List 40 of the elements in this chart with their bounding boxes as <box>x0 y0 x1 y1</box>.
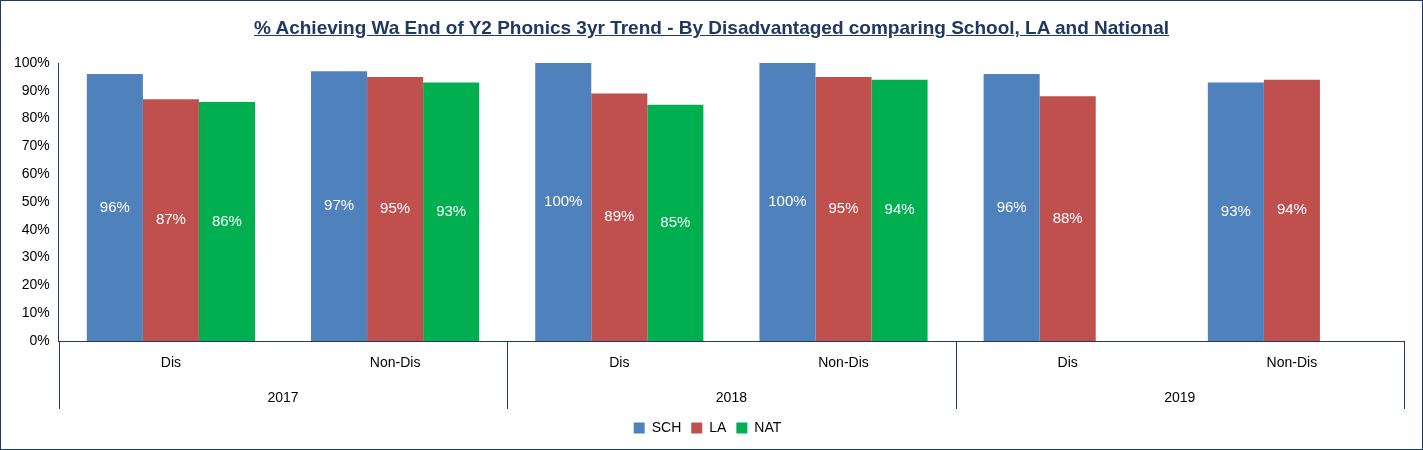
data-label: 88% <box>1052 208 1083 226</box>
y-tick-label: 90% <box>21 81 50 98</box>
data-label: 100% <box>544 192 583 210</box>
y-tick-label: 30% <box>21 248 50 265</box>
legend-label: LA <box>709 418 728 435</box>
x-tick-label: Dis <box>609 354 630 371</box>
y-tick-label: 40% <box>21 220 50 237</box>
data-label: 96% <box>99 197 130 215</box>
y-tick-label: 70% <box>21 137 50 154</box>
y-tick-label: 50% <box>21 192 50 209</box>
data-label: 93% <box>436 201 467 219</box>
legend-label: SCH <box>651 418 682 435</box>
data-label: 95% <box>828 199 859 217</box>
text: 2019 <box>1164 388 1196 405</box>
y-tick-label: 10% <box>21 304 50 321</box>
data-label: 97% <box>324 196 355 214</box>
x-tick-label: Non-Dis <box>1266 354 1318 371</box>
x-tick-label: Dis <box>160 354 182 371</box>
data-label: 94% <box>884 200 915 218</box>
data-label: 95% <box>380 199 411 217</box>
text: 2017 <box>267 388 299 405</box>
chart-title: % Achieving Wa End of Y2 Phonics 3yr Trend - By Disadvantaged comparing School, LA and National <box>253 17 1170 39</box>
x-tick-label: Non-Dis <box>369 354 421 371</box>
data-label: 87% <box>155 210 186 228</box>
data-label: 85% <box>660 212 691 230</box>
y-tick-label: 80% <box>21 109 50 126</box>
data-label: 100% <box>768 192 807 210</box>
x-tick-label: Non-Dis <box>818 354 869 371</box>
data-label: 96% <box>996 197 1027 215</box>
y-tick-label: 60% <box>21 165 50 182</box>
legend-label: NAT <box>754 418 782 435</box>
y-tick-label: 0% <box>29 331 50 348</box>
data-label: 93% <box>1220 201 1251 219</box>
data-label: 89% <box>604 207 635 225</box>
data-label: 94% <box>1276 200 1307 218</box>
y-tick-label: 20% <box>21 276 50 293</box>
text: 2018 <box>715 388 748 405</box>
x-tick-label: Dis <box>1057 354 1078 371</box>
y-tick-label: 100% <box>13 53 50 70</box>
data-label: 86% <box>211 211 242 229</box>
